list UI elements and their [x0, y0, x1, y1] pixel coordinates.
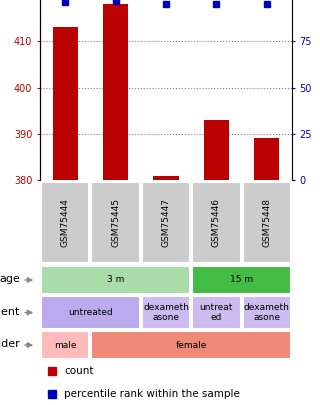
FancyBboxPatch shape [41, 296, 140, 329]
Text: dexameth
asone: dexameth asone [244, 303, 290, 322]
Bar [153, 176, 179, 180]
Bar [204, 120, 229, 180]
Text: female: female [175, 341, 207, 350]
Text: GSM75444: GSM75444 [61, 198, 70, 247]
Text: GSM75448: GSM75448 [262, 198, 271, 247]
FancyBboxPatch shape [41, 182, 89, 263]
Bar [103, 4, 128, 180]
FancyBboxPatch shape [41, 266, 190, 294]
Text: gender: gender [0, 339, 20, 350]
Text: 15 m: 15 m [230, 275, 253, 284]
Text: untreat
ed: untreat ed [200, 303, 233, 322]
Bar [52, 28, 78, 180]
FancyBboxPatch shape [142, 182, 190, 263]
FancyBboxPatch shape [92, 182, 140, 263]
Text: 3 m: 3 m [107, 275, 124, 284]
Text: male: male [54, 341, 76, 350]
FancyBboxPatch shape [92, 330, 291, 359]
Text: percentile rank within the sample: percentile rank within the sample [64, 389, 240, 399]
Text: GSM75446: GSM75446 [212, 198, 221, 247]
Text: count: count [64, 366, 93, 376]
Bar [254, 139, 279, 180]
Text: agent: agent [0, 307, 20, 317]
FancyBboxPatch shape [192, 266, 291, 294]
Text: untreated: untreated [68, 308, 113, 317]
Bar [48, 390, 56, 398]
Text: age: age [0, 275, 20, 284]
FancyBboxPatch shape [192, 182, 241, 263]
FancyBboxPatch shape [243, 182, 291, 263]
FancyBboxPatch shape [243, 296, 291, 329]
FancyBboxPatch shape [41, 330, 89, 359]
FancyBboxPatch shape [142, 296, 190, 329]
Text: GSM75447: GSM75447 [162, 198, 171, 247]
Text: GSM75445: GSM75445 [111, 198, 120, 247]
FancyBboxPatch shape [192, 296, 241, 329]
Text: dexameth
asone: dexameth asone [143, 303, 189, 322]
Bar [48, 367, 56, 375]
